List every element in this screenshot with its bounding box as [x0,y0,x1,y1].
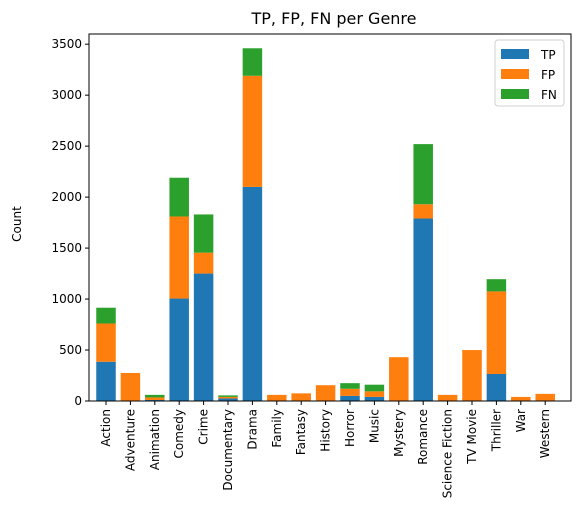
x-tick-label: Music [367,409,381,443]
y-tick-label: 500 [59,343,82,357]
bar-tp-drama [242,186,263,401]
bar-fn-horror [340,383,360,389]
x-tick-label: Action [99,409,113,447]
bar-fp-documentary [218,396,238,399]
bar-fp-comedy [169,216,189,299]
x-tick-label: Drama [245,409,259,450]
x-tick-label: Crime [197,409,211,445]
x-tick-label: Science Fiction [441,409,455,498]
bar-fn-comedy [169,177,189,217]
bar-fp-action [96,323,116,362]
legend-swatch-fp [501,69,529,79]
bar-tp-crime [193,273,214,401]
y-tick-label: 2000 [51,190,82,204]
bar-fn-music [364,384,385,392]
legend-label-tp: TP [540,48,556,62]
x-tick-label: Adventure [123,409,137,471]
y-tick-label: 1000 [51,292,82,306]
bar-fn-animation [145,394,165,398]
x-tick-label: Documentary [221,409,235,491]
y-axis: 0 500 1000 1500 2000 2500 3000 3500 [51,37,89,408]
bar-tp-thriller [486,373,507,401]
legend-label-fp: FP [541,68,555,82]
x-axis: Action Adventure Animation Comedy Crime Docum… [99,401,552,498]
y-tick-label: 3000 [51,88,82,102]
bar-tp-romance [413,218,433,401]
bar-tp-action [96,361,116,401]
bar-fp-crime [193,252,214,274]
y-tick-label: 3500 [51,37,82,51]
x-tick-label: Comedy [172,409,186,459]
legend-swatch-fn [501,89,529,99]
bar-fn-romance [413,144,433,205]
bar-fp-history [315,385,336,401]
x-tick-label: Western [538,409,552,458]
bar-fp-thriller [486,291,507,374]
y-axis-label: Count [10,206,24,242]
legend-label-fn: FN [541,88,557,102]
y-tick-label: 0 [74,394,82,408]
x-tick-label: Family [270,409,284,448]
bar-tp-animation [145,399,165,401]
bar-tp-documentary [218,398,238,401]
y-tick-label: 2500 [51,139,82,153]
bar-fp-western [535,393,555,401]
x-tick-label: Animation [148,409,162,470]
bar-tp-music [364,396,385,401]
bar-fp-science-fiction [437,394,458,401]
bar-fp-mystery [389,357,409,401]
bar-fp-adventure [120,372,141,401]
bar-fn-documentary [218,395,238,397]
x-tick-label: Thriller [489,409,503,452]
legend-swatch-tp [501,49,529,59]
bar-fn-drama [242,48,263,76]
bar-fp-horror [340,388,360,396]
bar-fp-tv-movie [462,350,482,401]
x-tick-label: TV Movie [465,409,479,465]
bar-fn-thriller [486,279,507,292]
bar-fp-drama [242,75,263,187]
bar-fp-music [364,391,385,397]
y-tick-label: 1500 [51,241,82,255]
bar-fp-fantasy [291,393,311,401]
bar-fp-war [511,396,531,401]
bar-fp-family [267,394,287,401]
x-tick-label: Fantasy [294,409,308,455]
x-tick-label: Horror [343,409,357,447]
bar-fn-action [96,307,116,324]
x-tick-label: History [319,409,333,452]
bar-tp-horror [340,395,360,401]
bar-fp-animation [145,397,165,400]
bar-fn-crime [193,214,214,253]
legend: TP FP FN [494,39,565,107]
chart-title: TP, FP, FN per Genre [251,9,417,28]
x-tick-label: Romance [416,409,430,465]
x-tick-label: Mystery [392,409,406,457]
plot-frame [88,33,572,402]
x-tick-label: War [514,409,528,432]
bars-group [96,48,555,401]
bar-fp-romance [413,204,433,219]
bar-tp-comedy [169,298,189,401]
